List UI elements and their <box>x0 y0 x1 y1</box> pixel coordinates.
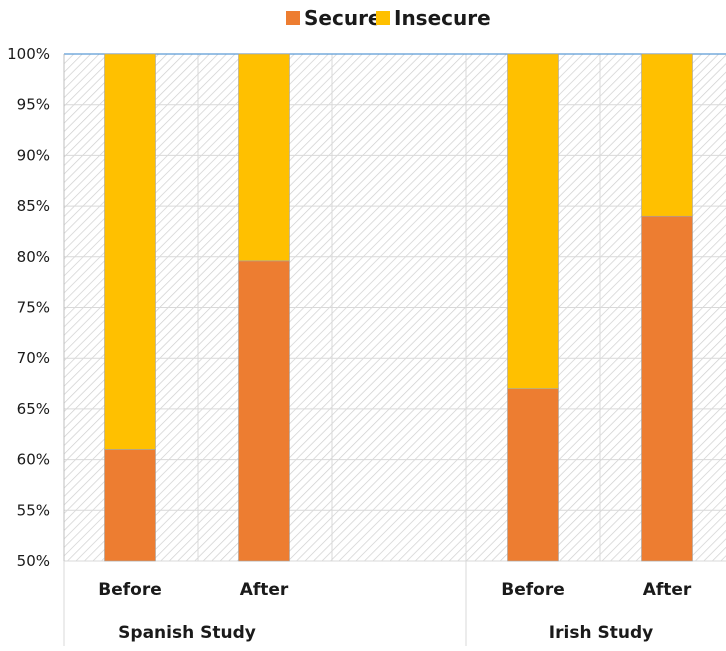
group-label: Spanish Study <box>118 623 256 643</box>
group-label: Irish Study <box>549 623 653 643</box>
y-tick-label: 95% <box>17 96 50 114</box>
x-category-label: Before <box>98 580 161 600</box>
bar-segment-secure <box>104 449 156 562</box>
bars <box>104 53 693 562</box>
legend-label: Insecure <box>394 6 491 30</box>
y-tick-label: 85% <box>17 197 50 215</box>
x-category-label: After <box>240 580 289 600</box>
legend-swatch-secure <box>286 11 300 25</box>
bar-segment-insecure <box>507 53 559 389</box>
x-category-label: After <box>643 580 692 600</box>
legend-swatch-insecure <box>376 11 390 25</box>
bar-segment-secure <box>507 388 559 562</box>
bar-segment-secure <box>238 260 290 562</box>
y-tick-label: 75% <box>17 299 50 317</box>
legend-label: Secure <box>304 6 382 30</box>
y-tick-label: 50% <box>17 552 50 570</box>
y-tick-label: 90% <box>17 146 50 164</box>
legend: Secure Insecure <box>286 6 491 30</box>
y-tick-label: 60% <box>17 451 50 469</box>
x-category-label: Before <box>501 580 564 600</box>
bar-segment-insecure <box>104 53 156 450</box>
y-tick-label: 80% <box>17 248 50 266</box>
y-tick-label: 65% <box>17 400 50 418</box>
bar-segment-insecure <box>238 53 290 262</box>
y-tick-label: 70% <box>17 349 50 367</box>
axes: 50% 55% 60% 65% 70% 75% 80% 85% 90% 95% 100% Before… <box>7 45 692 646</box>
y-tick-label: 100% <box>7 45 50 63</box>
bar-segment-insecure <box>641 53 693 217</box>
y-tick-label: 55% <box>17 501 50 519</box>
bar-segment-secure <box>641 215 693 562</box>
gridlines <box>64 53 726 562</box>
